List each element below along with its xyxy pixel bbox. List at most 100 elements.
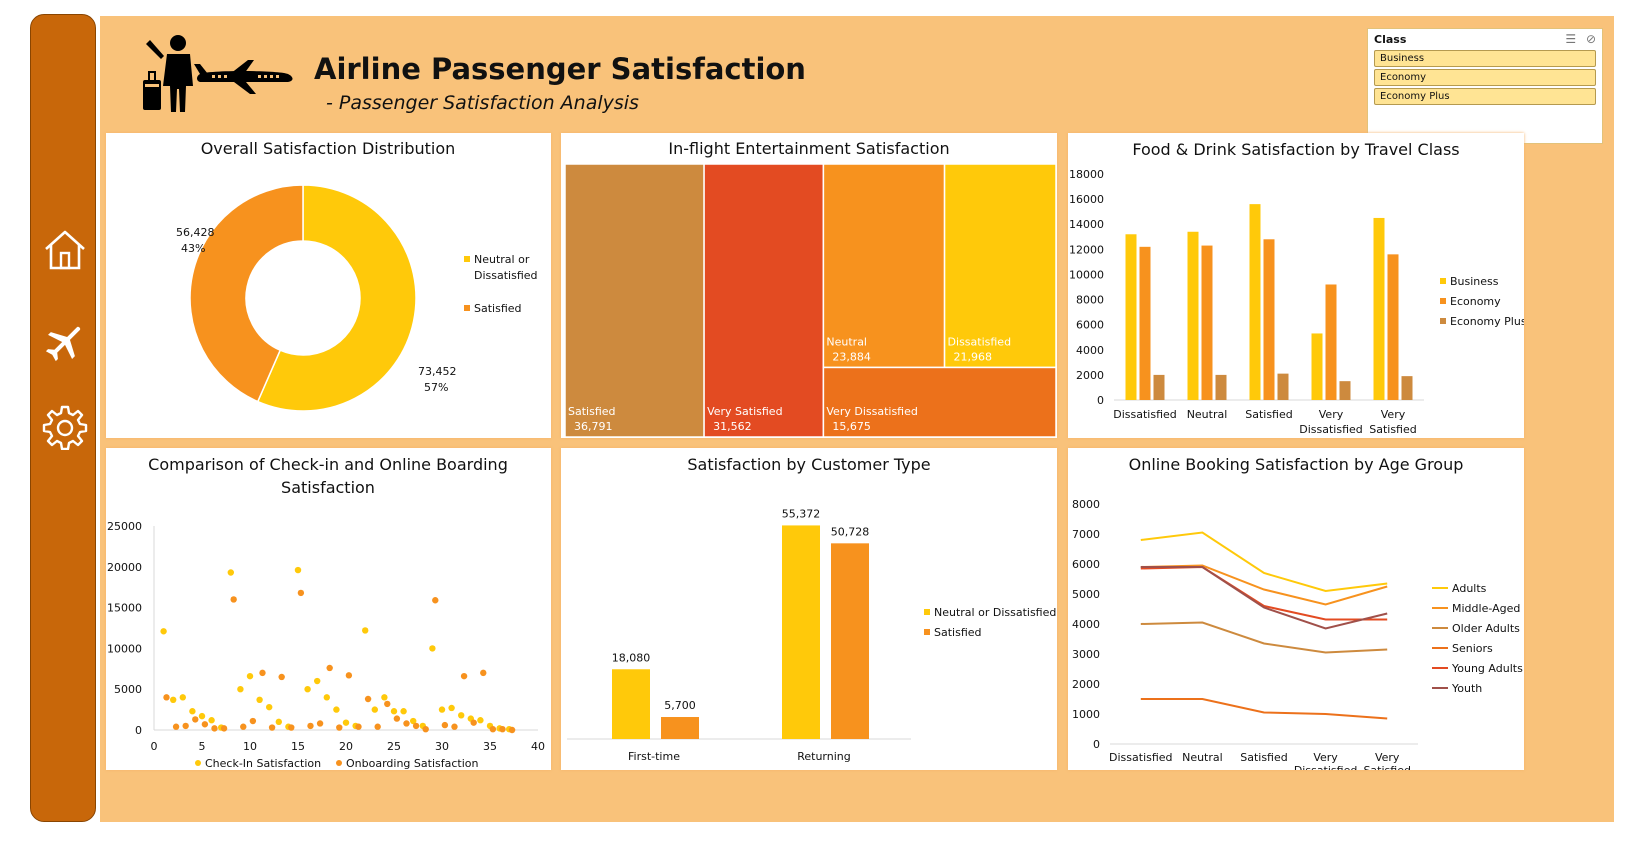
legend-label: Youth xyxy=(1451,682,1482,695)
scatter-point xyxy=(477,717,484,724)
y-tick-label: 8000 xyxy=(1072,498,1100,511)
scatter-point xyxy=(400,708,407,715)
scatter-point xyxy=(246,672,254,680)
page-subtitle: - Passenger Satisfaction Analysis xyxy=(326,92,639,114)
x-tick-label: Dissatisfied xyxy=(1299,423,1363,436)
scatter-point xyxy=(381,694,388,701)
airplane-icon[interactable] xyxy=(42,319,88,365)
scatter-point xyxy=(227,569,234,576)
legend-marker xyxy=(1440,278,1446,284)
x-tick-label: 25 xyxy=(387,740,401,753)
scatter-point xyxy=(458,712,465,719)
scatter-point xyxy=(410,717,417,725)
gear-icon[interactable] xyxy=(42,404,88,451)
scatter-point xyxy=(256,696,263,704)
legend-label: Economy xyxy=(1450,295,1501,308)
bar xyxy=(831,543,869,739)
traveler-airplane-logo xyxy=(138,34,298,114)
scatter-point xyxy=(198,712,206,720)
slicer-item-economy[interactable]: Economy xyxy=(1374,69,1596,86)
legend-marker xyxy=(924,609,930,615)
treemap-tile xyxy=(564,163,705,438)
treemap-tile xyxy=(822,366,1057,438)
scatter-point xyxy=(390,708,398,715)
legend-label: Seniors xyxy=(1452,642,1493,655)
bar xyxy=(1249,204,1261,400)
y-tick-label: 5000 xyxy=(1072,588,1100,601)
y-tick-label: 20000 xyxy=(107,561,142,574)
tile-label: Very Satisfied xyxy=(707,405,782,418)
scatter-point xyxy=(403,720,410,727)
bar xyxy=(1187,231,1199,400)
y-tick-label: 4000 xyxy=(1072,618,1100,631)
y-tick-label: 4000 xyxy=(1076,344,1104,357)
legend-marker xyxy=(1440,318,1446,324)
y-tick-label: 0 xyxy=(1093,738,1100,751)
food-drink-panel: Food & Drink Satisfaction by Travel Clas… xyxy=(1068,133,1524,438)
scatter-point xyxy=(438,706,446,713)
scatter-point xyxy=(412,722,420,730)
scatter-point xyxy=(342,719,350,726)
scatter-point xyxy=(189,708,196,715)
series-line xyxy=(1140,565,1388,621)
slicer-item-business[interactable]: Business xyxy=(1374,50,1596,67)
data-label: 43% xyxy=(181,242,205,255)
x-tick-label: Neutral xyxy=(1187,408,1228,421)
y-tick-label: 0 xyxy=(135,724,142,737)
scatter-point xyxy=(179,694,186,701)
slicer-item-economy-plus[interactable]: Economy Plus xyxy=(1374,88,1596,105)
sidebar xyxy=(30,14,96,822)
legend-label: Adults xyxy=(1452,582,1487,595)
scatter-point xyxy=(294,566,302,574)
data-label: 50,728 xyxy=(831,525,870,538)
bar xyxy=(1153,374,1165,400)
scatter-point xyxy=(480,669,487,677)
scatter-point xyxy=(240,723,247,730)
tile-value: 36,791 xyxy=(574,420,613,433)
chart-svg: Comparison of Check-in and Online Boardi… xyxy=(107,455,545,770)
bar xyxy=(1401,376,1413,400)
legend-label: Neutral or Dissatisfied xyxy=(934,606,1056,619)
scatter-point xyxy=(304,686,311,693)
y-tick-label: 10000 xyxy=(107,642,142,655)
legend-label: Satisfied xyxy=(934,626,982,639)
scatter-point xyxy=(237,686,244,693)
series-line xyxy=(1140,566,1388,630)
legend-marker xyxy=(924,629,930,635)
data-label: 57% xyxy=(424,381,448,394)
legend-label: Business xyxy=(1450,275,1499,288)
data-label: 5,700 xyxy=(664,699,696,712)
tile-value: 23,884 xyxy=(832,350,871,363)
y-tick-label: 25000 xyxy=(107,520,142,533)
x-tick-label: 15 xyxy=(291,740,305,753)
y-tick-label: 18000 xyxy=(1069,168,1104,181)
multi-select-icon[interactable]: ☰ xyxy=(1565,32,1577,46)
chart-svg: Overall Satisfaction Distribution 73,452 5… xyxy=(176,139,538,412)
series-line xyxy=(1140,698,1388,720)
treemap-tile xyxy=(703,163,825,438)
chart-svg: Online Booking Satisfaction by Age Group… xyxy=(1072,455,1523,770)
bar xyxy=(1263,239,1275,400)
y-tick-label: 15000 xyxy=(107,602,142,615)
chart-title: Satisfaction by Customer Type xyxy=(687,455,930,474)
home-icon[interactable] xyxy=(42,227,88,273)
bar xyxy=(1373,217,1385,400)
series-line xyxy=(1140,621,1388,654)
x-tick-label: Dissatisfied xyxy=(1113,408,1177,421)
chart-title: Overall Satisfaction Distribution xyxy=(201,139,456,158)
scatter-point xyxy=(470,719,477,726)
scatter-point xyxy=(489,725,497,733)
legend-label: Young Adults xyxy=(1451,662,1523,675)
customer-type-panel: Satisfaction by Customer Type 18,080 5,700… xyxy=(561,448,1057,770)
scatter-point xyxy=(499,725,506,733)
x-tick-label: First-time xyxy=(628,750,680,763)
overall-satisfaction-panel: Overall Satisfaction Distribution 73,452 5… xyxy=(106,133,551,438)
bar xyxy=(1139,246,1151,400)
x-tick-label: Satisfied xyxy=(1245,408,1293,421)
scatter-point xyxy=(220,725,228,732)
slicer-header: Class xyxy=(1374,33,1407,46)
bar xyxy=(1339,381,1351,400)
tile-label: Satisfied xyxy=(568,405,616,418)
treemap-tile xyxy=(943,163,1057,369)
clear-filter-icon[interactable]: ⊘ xyxy=(1585,32,1596,46)
